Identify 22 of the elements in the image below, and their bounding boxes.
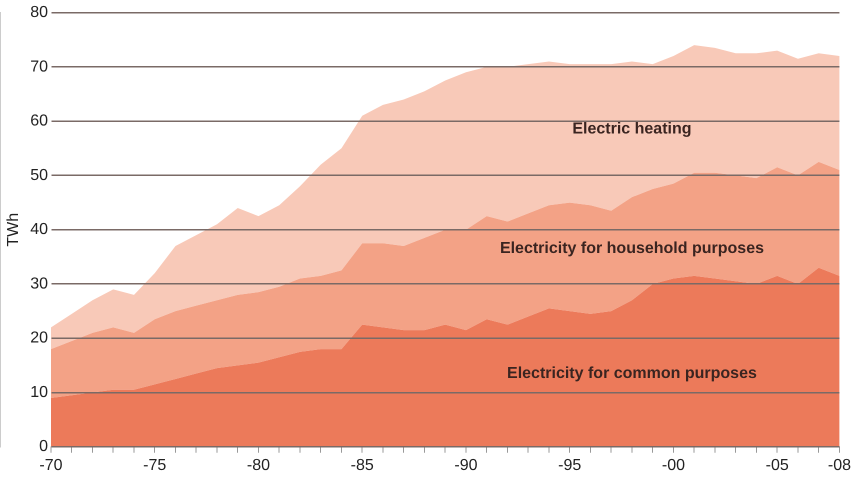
x-tick-label: -70 bbox=[39, 456, 63, 474]
x-tick-label: -75 bbox=[143, 456, 166, 474]
x-tick-label: -85 bbox=[350, 456, 374, 474]
y-tick-label: 0 bbox=[39, 438, 48, 456]
y-tick-label: 10 bbox=[30, 384, 48, 401]
x-tick-label: -90 bbox=[454, 456, 478, 474]
x-tick-label: -05 bbox=[766, 456, 789, 474]
x-tick-label: -80 bbox=[246, 456, 270, 474]
y-tick-label: 70 bbox=[30, 58, 48, 76]
y-tick-label: 60 bbox=[30, 112, 48, 130]
series-label: Electricity for common purposes bbox=[507, 364, 757, 382]
series-label: Electric heating bbox=[572, 120, 692, 138]
series-label: Electricity for household purposes bbox=[500, 240, 764, 258]
y-tick-label: 40 bbox=[30, 221, 48, 238]
x-tick-label: -00 bbox=[662, 456, 686, 474]
y-tick-label: 50 bbox=[30, 166, 48, 184]
x-tick-label: -08 bbox=[828, 456, 852, 474]
y-tick-label: 20 bbox=[30, 330, 48, 347]
y-axis-title: TWh bbox=[5, 212, 22, 247]
y-tick-label: 30 bbox=[30, 275, 48, 292]
x-tick-label: -95 bbox=[558, 456, 582, 474]
y-tick-label: 80 bbox=[30, 4, 48, 22]
